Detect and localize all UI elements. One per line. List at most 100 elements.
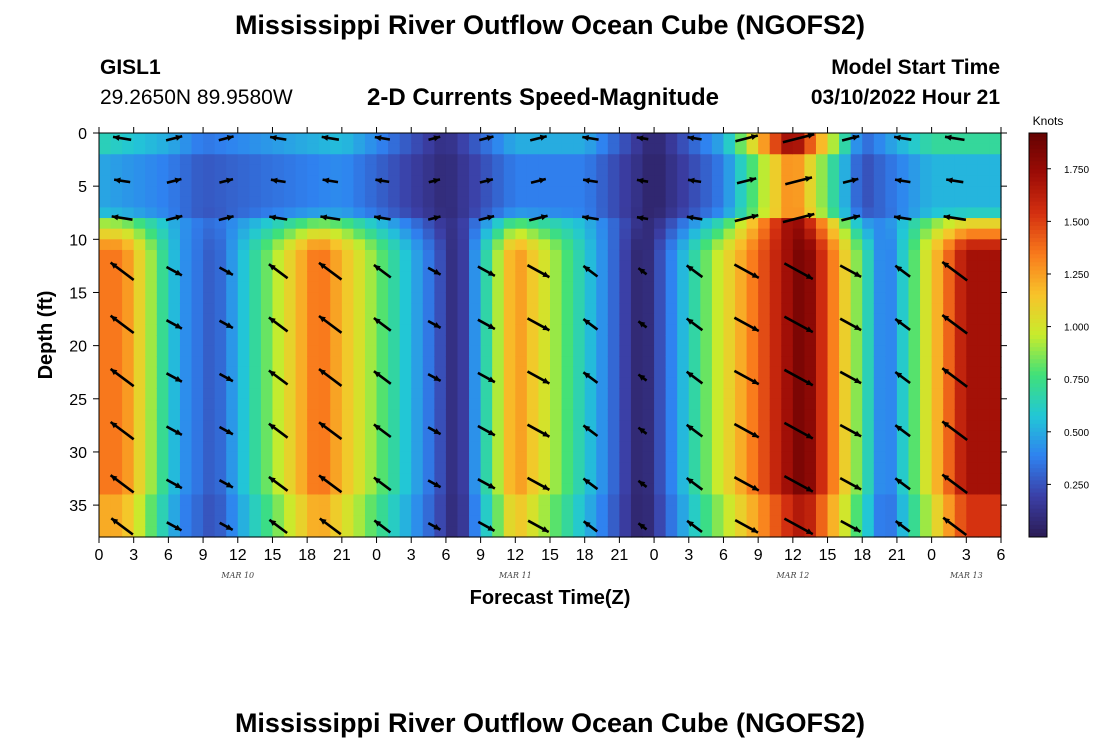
current-arrow-head xyxy=(487,429,495,436)
heat-cell xyxy=(434,420,447,432)
heat-cell xyxy=(596,207,609,219)
heat-cell xyxy=(330,164,343,177)
footer-title: Mississippi River Outflow Ocean Cube (NG… xyxy=(234,708,866,738)
heat-cell xyxy=(364,228,378,240)
heat-cell xyxy=(133,186,146,198)
heat-cell xyxy=(168,143,181,155)
current-arrow-head xyxy=(226,177,233,184)
heat-cell xyxy=(515,175,528,187)
heat-cell xyxy=(145,366,158,379)
heat-cell xyxy=(168,303,181,315)
heat-cell xyxy=(469,186,482,198)
heat-cell xyxy=(735,271,748,283)
heat-cell xyxy=(896,409,910,421)
heat-cell xyxy=(781,377,794,389)
heat-cell xyxy=(804,249,817,262)
current-arrow-head xyxy=(174,269,182,276)
heat-cell xyxy=(503,473,516,485)
heat-cell xyxy=(584,196,597,209)
heat-cell xyxy=(769,335,782,347)
heat-cell xyxy=(272,345,285,357)
heat-cell xyxy=(862,175,875,187)
heat-cell xyxy=(422,292,435,304)
heat-cell xyxy=(457,505,470,517)
heat-cell xyxy=(237,494,250,506)
heat-cell xyxy=(630,483,644,496)
heat-cell xyxy=(723,239,736,251)
heat-cell xyxy=(503,313,516,325)
heat-cell xyxy=(769,175,782,187)
heat-cell xyxy=(99,515,112,527)
current-arrow-head xyxy=(373,371,381,378)
heat-cell xyxy=(411,451,424,464)
heat-cell xyxy=(700,313,713,325)
heat-cell xyxy=(815,196,829,209)
heat-cell xyxy=(168,324,181,336)
heat-cell xyxy=(307,388,320,400)
heat-cell xyxy=(966,218,979,230)
heat-cell xyxy=(492,207,505,219)
heat-cell xyxy=(677,494,690,506)
heat-cell xyxy=(642,154,655,166)
heat-cell xyxy=(839,228,852,240)
heat-cell xyxy=(792,377,806,389)
colorbar-step xyxy=(1029,298,1047,304)
heat-cell xyxy=(804,462,817,474)
heat-cell xyxy=(364,398,378,411)
heat-cell xyxy=(746,164,759,177)
heat-cell xyxy=(214,186,227,198)
heat-cell xyxy=(873,143,886,155)
heat-cell xyxy=(954,292,967,304)
heat-cell xyxy=(804,196,817,209)
heat-cell xyxy=(480,441,493,453)
heat-cell xyxy=(630,154,644,166)
x-tick-label: 0 xyxy=(927,547,936,564)
heat-cell xyxy=(249,441,262,453)
heat-cell xyxy=(330,515,343,527)
heat-cell xyxy=(318,388,331,400)
current-arrow-head xyxy=(686,265,694,272)
colorbar-step xyxy=(1029,213,1047,219)
heat-cell xyxy=(966,388,979,400)
heat-cell xyxy=(376,249,389,262)
heat-cell xyxy=(364,335,378,347)
heat-cell xyxy=(492,505,505,517)
heat-cell xyxy=(445,260,459,272)
heat-cell xyxy=(492,313,505,325)
heat-cell xyxy=(295,207,308,219)
heat-cell xyxy=(989,271,1002,283)
heat-cell xyxy=(896,356,910,368)
heat-cell xyxy=(584,505,597,517)
heat-cell xyxy=(237,313,250,325)
heat-cell xyxy=(445,164,459,177)
heat-cell xyxy=(191,164,204,177)
heat-cell xyxy=(561,356,574,368)
heat-cell xyxy=(966,451,979,464)
heat-cell xyxy=(665,313,678,325)
heat-cell xyxy=(179,483,193,496)
heat-cell xyxy=(411,388,424,400)
heat-cell xyxy=(156,228,169,240)
heat-cell xyxy=(307,483,320,496)
heat-cell xyxy=(445,154,459,166)
heat-cell xyxy=(723,154,736,166)
heat-cell xyxy=(457,271,470,283)
colorbar-step xyxy=(1029,492,1047,498)
heat-cell xyxy=(492,430,505,442)
heat-cell xyxy=(260,473,274,485)
heat-cell xyxy=(503,292,516,304)
heat-cell xyxy=(341,207,355,219)
heat-cell xyxy=(295,409,308,421)
colorbar-step xyxy=(1029,185,1047,191)
heat-cell xyxy=(596,377,609,389)
heat-cell xyxy=(422,515,435,527)
heat-cell xyxy=(550,292,563,304)
heat-cell xyxy=(723,303,736,315)
heat-cell xyxy=(792,409,806,421)
heat-cell xyxy=(619,494,632,506)
heat-cell xyxy=(769,303,782,315)
heat-cell xyxy=(411,228,424,240)
heat-cell xyxy=(388,345,401,357)
current-arrow xyxy=(637,267,648,276)
colorbar-step xyxy=(1029,419,1047,425)
